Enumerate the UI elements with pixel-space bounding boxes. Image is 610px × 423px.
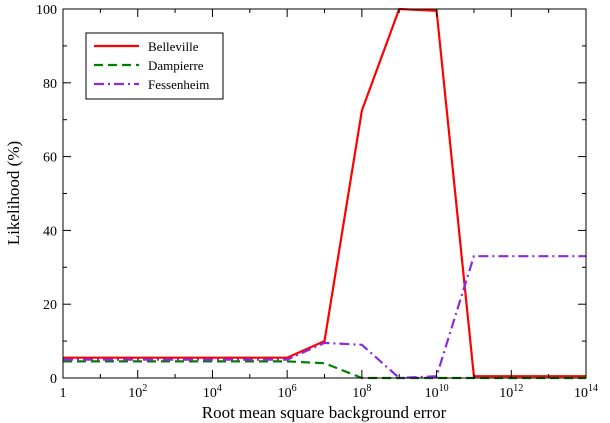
x-tick-label: 104 <box>203 383 222 401</box>
y-tick-label: 40 <box>43 224 57 239</box>
legend-label: Belleville <box>148 39 199 54</box>
y-tick-label: 80 <box>43 77 57 92</box>
x-tick-label: 108 <box>352 383 371 401</box>
y-tick-label: 0 <box>50 372 57 387</box>
legend-label: Fessenheim <box>148 77 209 92</box>
y-tick-label: 100 <box>36 3 57 18</box>
legend: Belleville Dampierre Fessenheim <box>85 32 224 100</box>
series-line-belleville <box>63 7 586 378</box>
series-line-fessenheim <box>63 255 586 380</box>
x-axis-label: Root mean square background error <box>202 403 447 422</box>
x-tick-label: 106 <box>278 383 297 401</box>
x-tick-label: 1014 <box>574 383 598 401</box>
x-tick-label: 1012 <box>499 383 523 401</box>
legend-label: Dampierre <box>148 58 204 73</box>
y-tick-label: 20 <box>43 298 57 313</box>
x-tick-label: 102 <box>128 383 147 401</box>
x-tick-label: 1010 <box>425 383 449 401</box>
y-tick-label: 60 <box>43 151 57 166</box>
y-axis-label: Likelihood (%) <box>4 141 23 245</box>
x-tick-label: 1 <box>60 386 67 401</box>
